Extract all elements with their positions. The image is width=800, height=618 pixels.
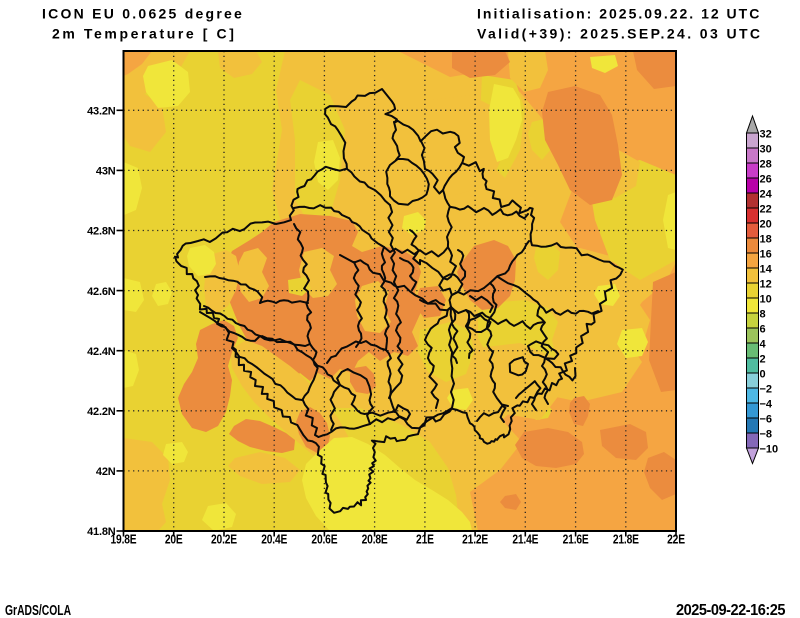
svg-text:24: 24 xyxy=(760,188,773,200)
svg-text:−4: −4 xyxy=(760,398,773,410)
svg-text:18: 18 xyxy=(760,233,772,245)
svg-text:42N: 42N xyxy=(96,466,116,478)
svg-text:20.6E: 20.6E xyxy=(311,533,337,546)
svg-text:Initialisation: 2025.09.22. 12: Initialisation: 2025.09.22. 12 UTC xyxy=(477,6,761,22)
svg-text:21.2E: 21.2E xyxy=(462,533,488,546)
svg-text:−2: −2 xyxy=(760,383,773,395)
svg-text:22E: 22E xyxy=(667,533,685,546)
svg-text:GrADS/COLA: GrADS/COLA xyxy=(5,601,71,618)
svg-text:21.6E: 21.6E xyxy=(563,533,589,546)
svg-text:20E: 20E xyxy=(165,533,183,546)
svg-text:4: 4 xyxy=(760,338,767,350)
svg-text:21E: 21E xyxy=(416,533,434,546)
svg-text:12: 12 xyxy=(760,278,772,290)
svg-text:−6: −6 xyxy=(760,413,773,425)
svg-text:10: 10 xyxy=(760,293,772,305)
svg-text:32: 32 xyxy=(760,128,772,140)
svg-text:20.4E: 20.4E xyxy=(261,533,287,546)
svg-text:22: 22 xyxy=(760,203,772,215)
svg-text:21.8E: 21.8E xyxy=(613,533,639,546)
svg-text:41.8N: 41.8N xyxy=(87,526,116,538)
svg-text:20.8E: 20.8E xyxy=(362,533,388,546)
svg-text:42.8N: 42.8N xyxy=(87,226,116,238)
svg-text:−8: −8 xyxy=(760,428,773,440)
svg-text:20: 20 xyxy=(760,218,772,230)
svg-text:30: 30 xyxy=(760,143,772,155)
svg-text:42.4N: 42.4N xyxy=(87,346,116,358)
svg-text:0: 0 xyxy=(760,368,766,380)
svg-text:43.2N: 43.2N xyxy=(87,106,116,118)
svg-text:16: 16 xyxy=(760,248,772,260)
svg-text:2m Temperature [ C]: 2m Temperature [ C] xyxy=(52,26,237,42)
svg-text:43N: 43N xyxy=(96,166,116,178)
svg-text:ICON EU 0.0625 degree: ICON EU 0.0625 degree xyxy=(42,6,244,22)
svg-text:26: 26 xyxy=(760,173,772,185)
svg-text:42.2N: 42.2N xyxy=(87,406,116,418)
svg-text:Valid(+39): 2025.SEP.24. 03 UT: Valid(+39): 2025.SEP.24. 03 UTC xyxy=(477,26,762,42)
svg-text:2025-09-22-16:25: 2025-09-22-16:25 xyxy=(676,602,785,618)
svg-text:19.8E: 19.8E xyxy=(111,533,137,546)
svg-text:42.6N: 42.6N xyxy=(87,286,116,298)
svg-text:21.4E: 21.4E xyxy=(512,533,538,546)
svg-text:14: 14 xyxy=(760,263,773,275)
svg-text:6: 6 xyxy=(760,323,766,335)
svg-text:20.2E: 20.2E xyxy=(211,533,237,546)
svg-text:8: 8 xyxy=(760,308,766,320)
svg-text:28: 28 xyxy=(760,158,772,170)
svg-text:2: 2 xyxy=(760,353,766,365)
svg-text:−10: −10 xyxy=(760,443,779,455)
